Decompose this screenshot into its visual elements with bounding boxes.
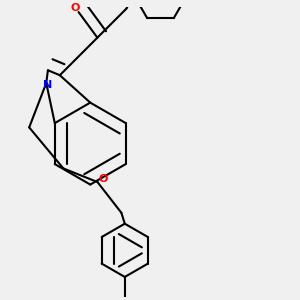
Text: O: O [99, 174, 108, 184]
Text: N: N [43, 80, 52, 90]
Text: O: O [70, 3, 80, 13]
